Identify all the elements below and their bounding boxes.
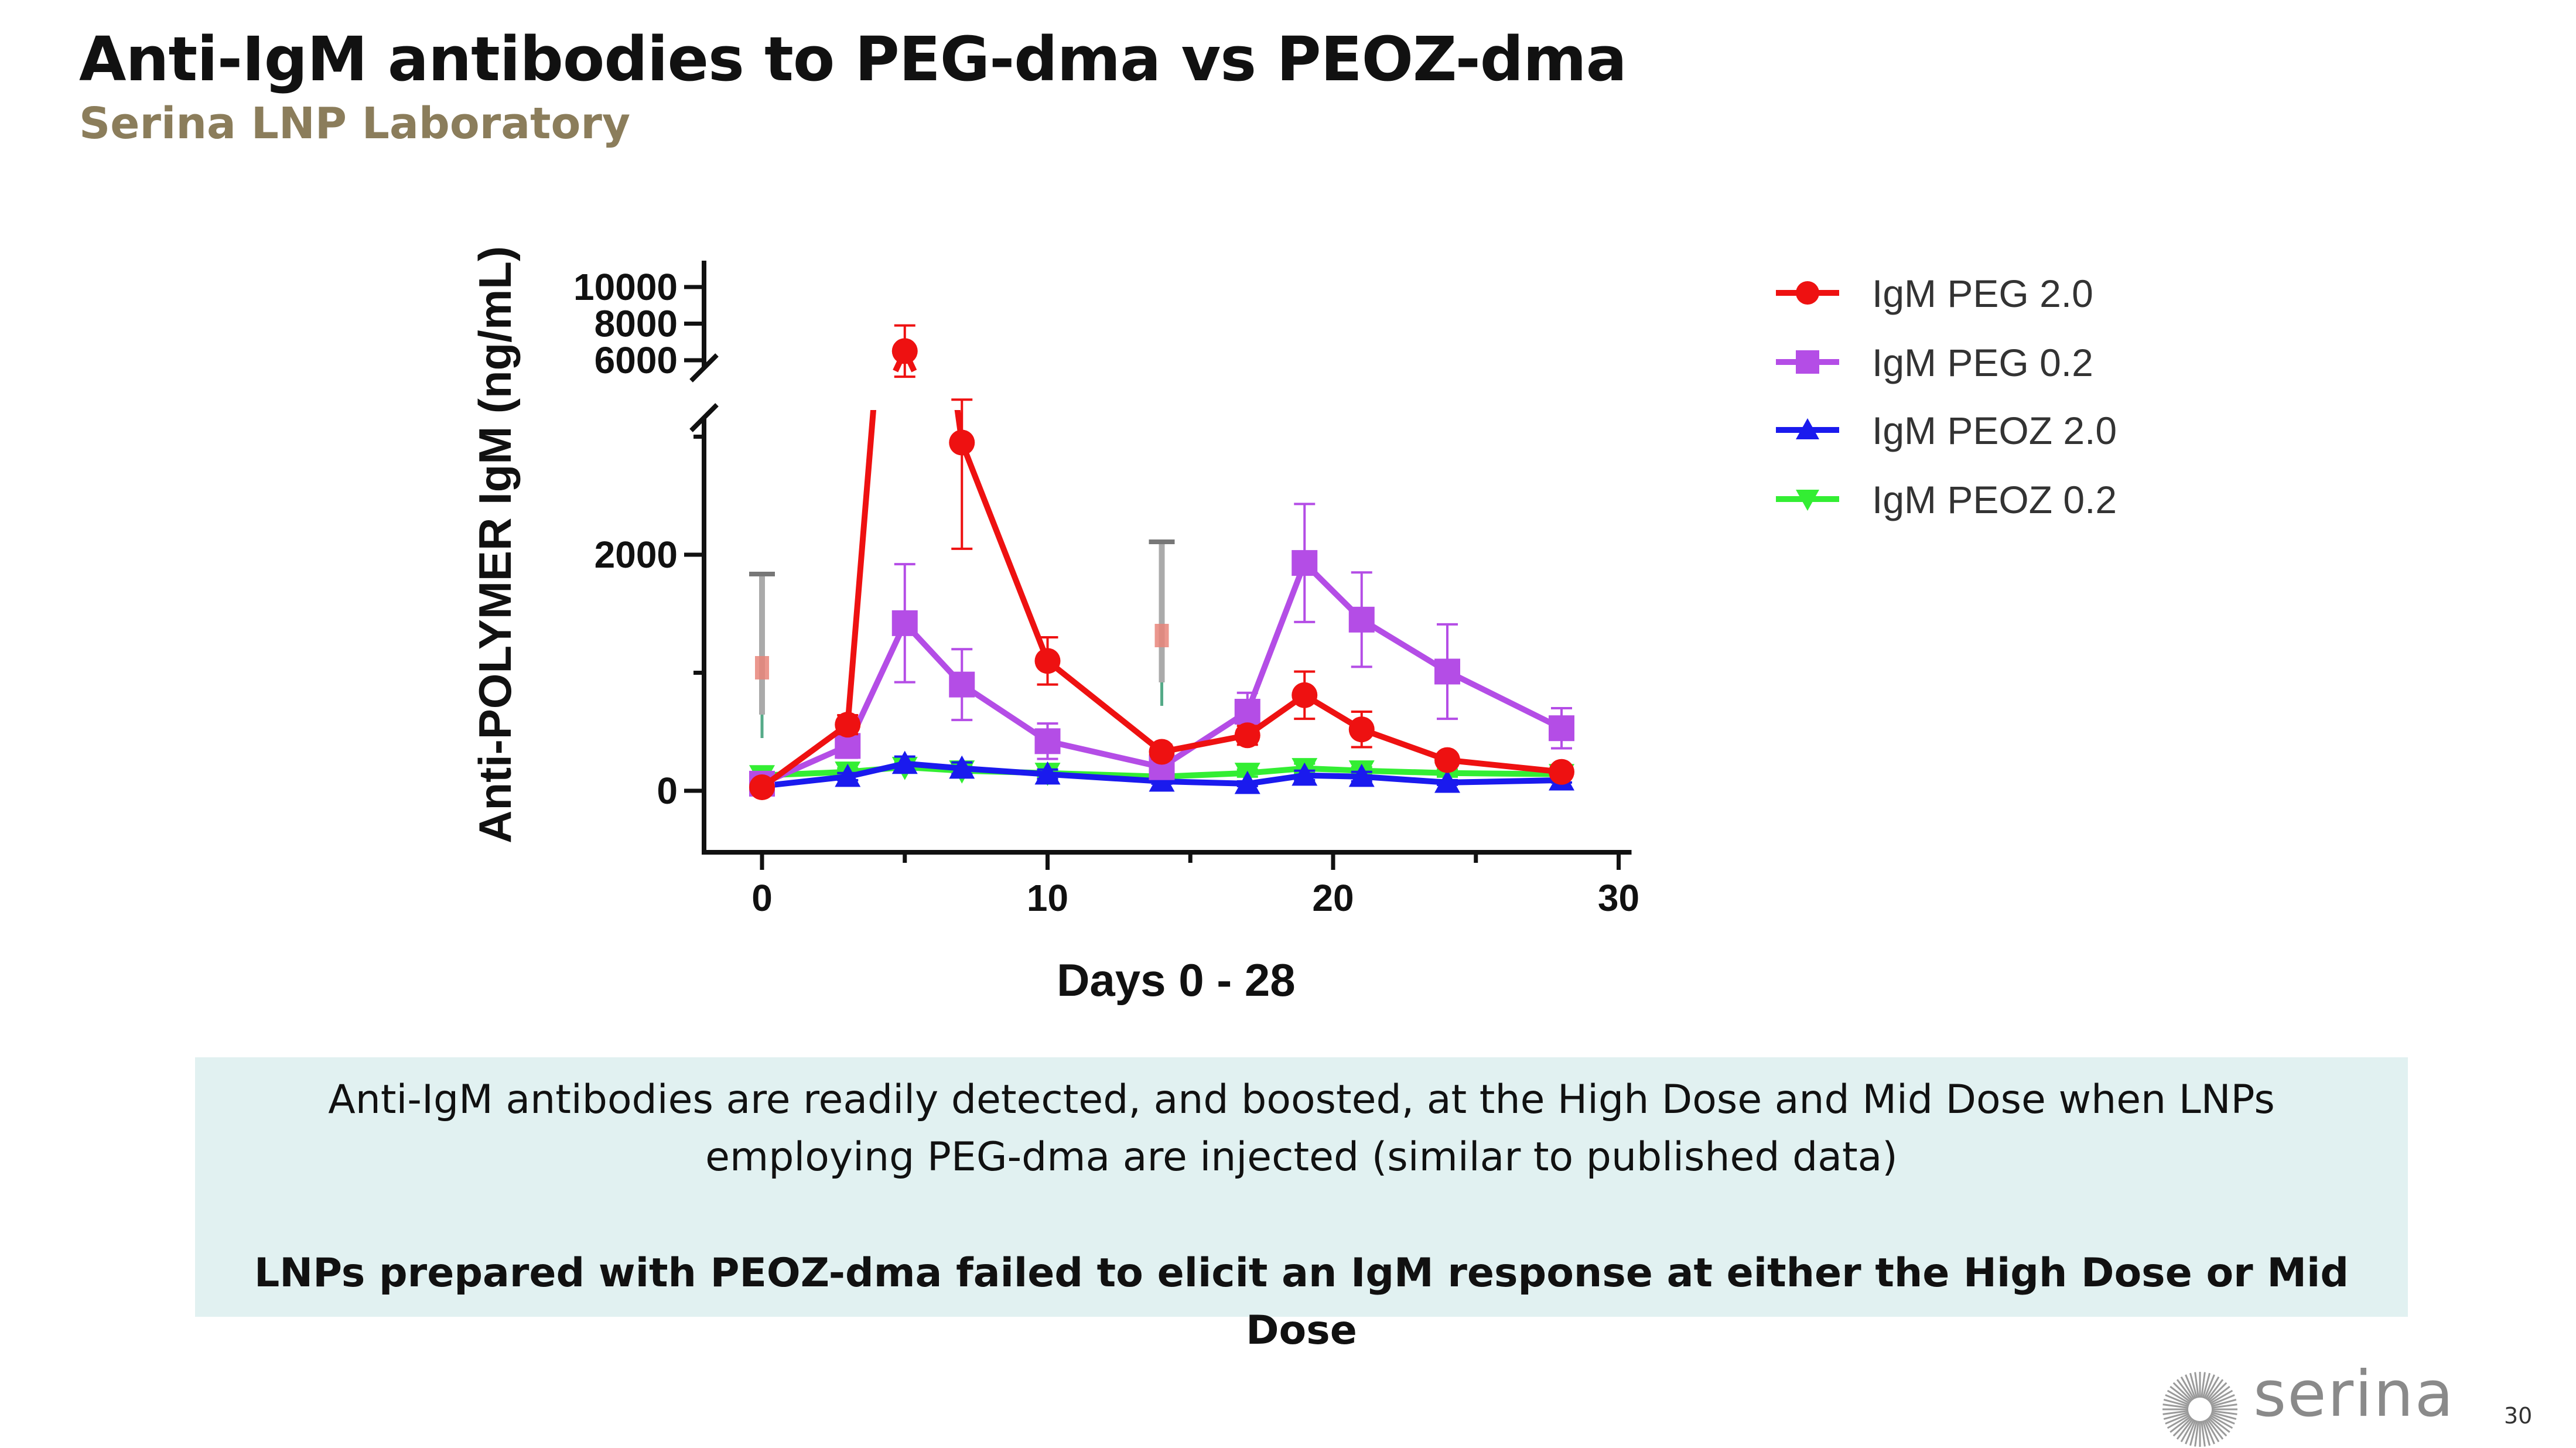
igm-peoz-2-0-line [1244,772,1308,787]
igm-peg-2-0-point [949,429,975,456]
legend-label-igm-peg-0-2: IgM PEG 0.2 [1872,341,2093,384]
igm-peoz-2-0-line [959,765,1051,777]
igm-peg-0-2-line [959,681,1051,745]
syringe-icon [749,572,775,738]
legend-marker-igm-peg-2-0 [1796,281,1819,305]
igm-peg-0-2-point [1434,658,1460,685]
igm-peg-2-0-point [891,338,918,364]
igm-peg-2-0-line [1444,757,1564,775]
legend-label-igm-peoz-2-0: IgM PEOZ 2.0 [1872,409,2117,452]
igm-peg-2-0-line [759,722,851,790]
x-tick-label: 10 [1027,877,1068,919]
igm-peg-0-2-point [1234,698,1260,725]
igm-peoz-2-0-line [1358,773,1450,786]
igm-peoz-2-0-point [1292,762,1318,786]
igm-peg-0-2-point [1034,728,1061,754]
igm-peg-0-2-point [1348,606,1375,633]
summary-line-2: LNPs prepared with PEOZ-dma failed to el… [254,1250,2349,1354]
y-tick-label-upper: 6000 [595,339,678,381]
y-tick-label: 2000 [595,534,678,576]
igm-peg-0-2-line [1444,668,1564,732]
igm-peg-2-0-point [1549,759,1574,785]
igm-peoz-2-0-point [835,763,861,787]
igm-peoz-2-0-line [1159,778,1251,787]
igm-peg-2-0-point [1348,716,1375,743]
igm-peg-2-0-line [959,439,1051,664]
igm-peg-2-0-line [1159,732,1251,755]
x-axis-label: Days 0 - 28 [1057,954,1296,1006]
legend-marker-igm-peoz-2-0 [1796,418,1819,439]
igm-peg-0-2-line [1159,708,1251,770]
igm-peg-0-2-point [949,671,975,698]
igm-peg-0-2-line [1358,616,1450,675]
legend-marker-igm-peg-0-2 [1796,350,1819,374]
x-tick-label: 30 [1598,877,1639,919]
igm-peg-2-0-point [749,774,775,800]
igm-peg-2-0-line [845,410,877,725]
igm-peoz-0-2-line [1301,765,1365,774]
igm-peoz-2-0-point [1434,769,1460,793]
summary-box: Anti-IgM antibodies are readily detected… [195,1057,2408,1354]
y-axis-break [689,353,719,432]
syringe-icon [1149,539,1175,706]
igm-peoz-2-0-line [845,760,908,780]
igm-peoz-2-0-point [1234,770,1260,794]
igm-peg-2-0-point [1434,747,1460,773]
legend-label-igm-peoz-0-2: IgM PEOZ 0.2 [1872,478,2117,521]
igm-peoz-0-2-line [1244,765,1308,776]
igm-peoz-0-2-line [1159,770,1251,780]
summary-line-1: Anti-IgM antibodies are readily detected… [328,1077,2275,1180]
igm-peg-0-2-line [1244,560,1308,715]
igm-peoz-2-0-point [1034,761,1061,785]
legend-label-igm-peg-2-0: IgM PEG 2.0 [1872,272,2093,315]
page-number: 30 [2504,1403,2533,1429]
igm-peg-2-0-point [835,712,861,738]
legend-marker-igm-peoz-0-2 [1796,490,1819,511]
igm-peg-2-0-point [1149,739,1175,765]
serina-logo-icon [2162,1372,2237,1447]
y-tick-label-upper: 10000 [573,266,678,308]
igm-peoz-2-0-line [1044,771,1165,784]
igm-peoz-0-2-line [1358,767,1450,776]
slide-subtitle: Serina LNP Laboratory [79,98,631,149]
igm-peg-0-2-point [1292,550,1318,576]
igm-peoz-2-0-line [1444,777,1564,786]
igm-peoz-2-0-point [1348,763,1375,787]
igm-peoz-2-0-line [759,773,851,789]
igm-peg-2-0-point [1292,682,1318,708]
igm-peg-0-2-point [891,610,918,636]
igm-peg-2-0-line [1044,658,1165,755]
igm-peg-2-0-point [1234,722,1260,749]
igm-peoz-2-0-point [891,750,918,774]
x-tick-label: 20 [1312,877,1354,919]
igm-peg-2-0-line [1358,726,1450,763]
igm-peoz-2-0-line [901,760,965,771]
igm-peg-0-2-line [1044,738,1165,770]
igm-peg-2-0-point [1034,648,1061,674]
igm-peoz-2-0-point [949,755,975,779]
x-tick-label: 0 [751,877,773,919]
igm-peoz-2-0-line [1301,772,1365,780]
igm-peoz-0-2-line [1444,770,1564,777]
y-axis-label: Anti-POLYMER IgM (ng/mL) [469,246,521,843]
igm-peg-0-2-point [1549,715,1574,742]
y-tick-label-upper: 8000 [595,303,678,345]
serina-logo-text: serina [2253,1358,2455,1431]
y-tick-label: 0 [657,770,678,812]
slide-title: Anti-IgM antibodies to PEG-dma vs PEOZ-d… [79,23,1627,95]
igm-peg-2-0-line [954,410,965,443]
